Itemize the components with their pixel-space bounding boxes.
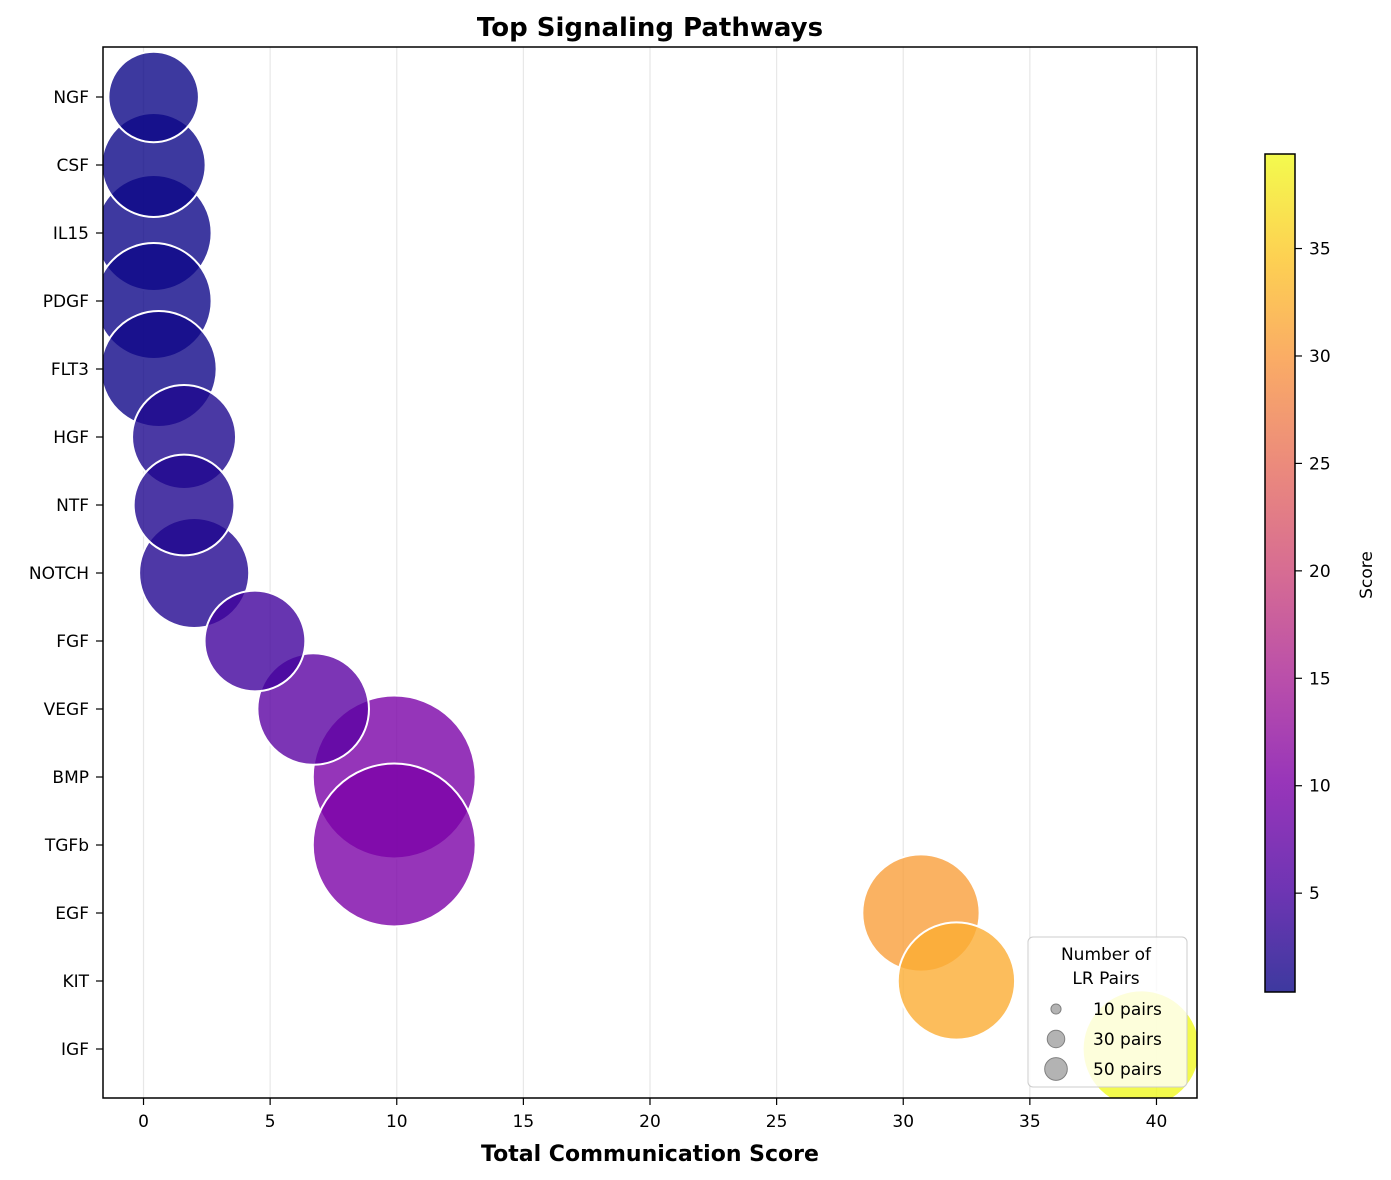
colorbar-tick-label: 5 [1309, 884, 1320, 904]
colorbar-frame [1264, 153, 1296, 993]
y-tick-label-ngf: NGF [53, 88, 89, 108]
x-tick-label: 5 [265, 1112, 276, 1132]
y-tick-label-egf: EGF [55, 904, 89, 924]
y-tick-label-fgf: FGF [56, 632, 89, 652]
y-tick-label-kit: KIT [62, 972, 89, 992]
x-axis-title: Total Communication Score [481, 1142, 819, 1167]
y-tick-label-tgfb: TGFb [44, 836, 89, 856]
legend-title-line2: LR Pairs [1072, 969, 1139, 989]
bubble-ntf [132, 453, 236, 557]
legend-label: 50 pairs [1093, 1060, 1162, 1080]
x-tick-label: 10 [386, 1112, 408, 1132]
legend-box [1027, 936, 1188, 1088]
x-tick-label: 20 [639, 1112, 661, 1132]
x-tick-label: 25 [766, 1112, 788, 1132]
bubble-tgfb [311, 762, 477, 928]
colorbar-fill [1265, 154, 1295, 992]
y-tick-label-igf: IGF [61, 1040, 89, 1060]
y-tick-label-pdgf: PDGF [43, 292, 89, 312]
colorbar-tick-label: 15 [1309, 669, 1331, 689]
legend-marker [1044, 1057, 1068, 1081]
bubble-fgf [203, 589, 307, 693]
colorbar-tick-label: 35 [1309, 240, 1331, 260]
grid-lines [142, 47, 1158, 1098]
legend-label: 30 pairs [1093, 1030, 1162, 1050]
bubble-ngf [107, 50, 200, 144]
legend-marker [1046, 1029, 1066, 1049]
x-tick-label: 40 [1146, 1112, 1168, 1132]
y-tick-label-il15: IL15 [53, 224, 89, 244]
x-tick-label: 30 [892, 1112, 914, 1132]
legend-title-line1: Number of [1061, 945, 1152, 965]
colorbar-label: Score [1357, 551, 1377, 599]
y-tick-label-bmp: BMP [52, 768, 89, 788]
x-tick-label: 35 [1019, 1112, 1041, 1132]
size-legend: Number of LR Pairs 10 pairs 30 pairs 50 pa… [1027, 936, 1188, 1088]
y-tick-label-hgf: HGF [53, 428, 89, 448]
legend-marker [1050, 1003, 1062, 1015]
colorbar-tick-label: 25 [1309, 454, 1331, 474]
colorbar-tick-label: 10 [1309, 777, 1331, 797]
y-tick-label-flt3: FLT3 [51, 360, 89, 380]
y-tick-label-ntf: NTF [56, 496, 89, 516]
bubble-kit [896, 921, 1017, 1041]
legend-label: 10 pairs [1093, 1000, 1162, 1020]
x-axis-ticks: 0 5 10 15 20 25 30 35 40 [138, 1098, 1167, 1132]
x-tick-label: 0 [138, 1112, 149, 1132]
y-tick-label-vegf: VEGF [44, 700, 89, 720]
colorbar-tick-label: 30 [1309, 347, 1331, 367]
colorbar-tick-label: 20 [1309, 562, 1331, 582]
colorbar: 5 10 15 20 25 30 35 Score [1264, 153, 1377, 993]
chart-title: Top Signaling Pathways [477, 13, 823, 43]
x-tick-label: 15 [513, 1112, 535, 1132]
y-tick-label-csf: CSF [57, 156, 89, 176]
y-axis-ticks: NGF CSF IL15 PDGF FLT3 HGF NTF NOTCH FGF VEGF BMP T… [29, 88, 103, 1060]
y-tick-label-notch: NOTCH [29, 564, 89, 584]
